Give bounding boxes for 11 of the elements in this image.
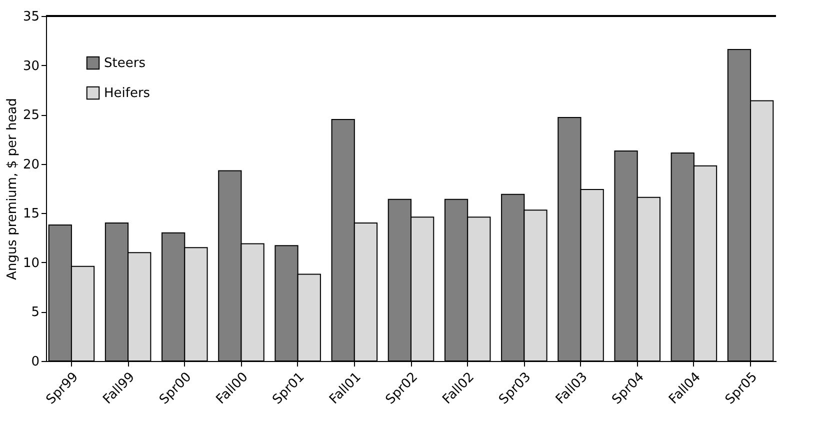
y-tick-label: 5: [31, 305, 40, 320]
y-tick-label: 20: [22, 157, 40, 172]
y-tick-label: 25: [22, 108, 40, 124]
y-tick-label: 0: [31, 354, 40, 370]
y-axis-title: Angus premium, $ per head: [4, 98, 20, 280]
y-tick-label: 15: [22, 206, 40, 222]
y-tick-label: 10: [22, 256, 40, 271]
y-tick-label: 30: [22, 58, 40, 74]
legend-label: Steers: [104, 56, 146, 71]
y-tick-label: 35: [22, 10, 40, 24]
legend-label: Heifers: [104, 86, 150, 101]
